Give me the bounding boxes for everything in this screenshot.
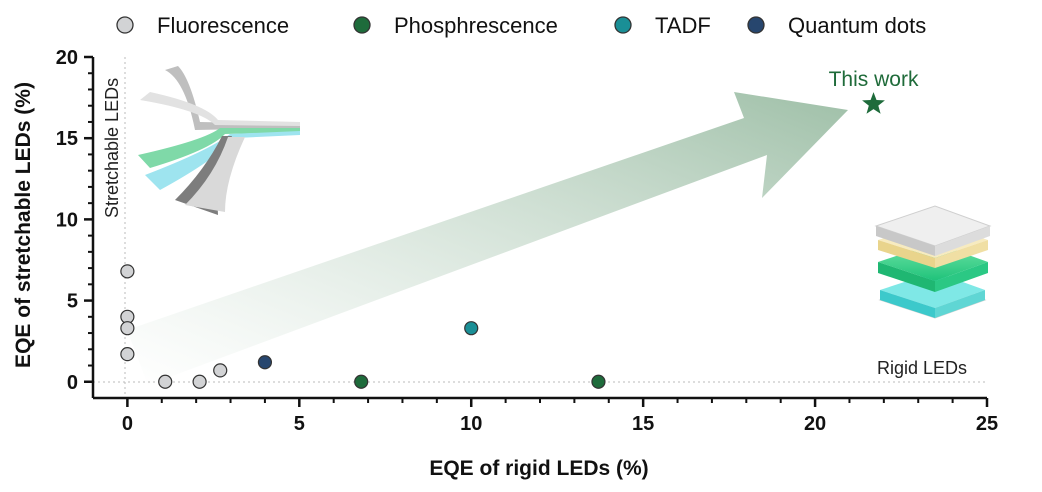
data-point-phosphrescence (354, 374, 369, 389)
data-point-fluorescence (120, 347, 135, 362)
this-work-star (862, 92, 885, 114)
legend-label-phosphrescence: Phosphrescence (394, 13, 558, 38)
data-point-phosphrescence (591, 374, 606, 389)
data-point-fluorescence (120, 264, 135, 279)
rigid-leds-label: Rigid LEDs (877, 358, 967, 378)
x-tick-label: 20 (804, 413, 826, 435)
data-point-quantum-dots (257, 355, 273, 370)
x-axis: 0 5 10 15 20 25 (93, 396, 998, 435)
y-tick-label: 10 (56, 209, 78, 231)
x-tick-label: 25 (976, 413, 998, 435)
y-tick-label: 15 (56, 128, 78, 150)
y-tick-label: 20 (56, 47, 78, 69)
y-tick-label: 0 (67, 372, 78, 394)
x-tick-label: 0 (122, 413, 133, 435)
legend-label-tadf: TADF (655, 13, 711, 38)
legend-marker-fluorescence (116, 16, 134, 34)
legend: Fluorescence Phosphrescence TADF Quantum… (116, 13, 926, 38)
y-tick-label: 5 (67, 291, 78, 313)
x-axis-title: EQE of rigid LEDs (%) (429, 457, 648, 480)
rigid-led-illustration (874, 205, 992, 319)
x-tick-label: 15 (632, 413, 654, 435)
legend-marker-tadf (614, 16, 632, 34)
stretchable-led-illustration (138, 66, 300, 215)
legend-marker-quantum-dots (747, 16, 765, 34)
data-points (120, 264, 606, 389)
data-point-fluorescence (192, 374, 207, 389)
legend-label-quantum-dots: Quantum dots (788, 13, 926, 38)
this-work-highlight: This work (829, 68, 919, 114)
legend-label-fluorescence: Fluorescence (157, 13, 289, 38)
stretchable-leds-label: Stretchable LEDs (102, 78, 122, 218)
trend-arrow (127, 92, 848, 385)
x-tick-label: 5 (294, 413, 305, 435)
y-axis-title: EQE of stretchable LEDs (%) (12, 82, 35, 368)
data-point-tadf (464, 321, 479, 336)
y-axis: 0 5 10 15 20 (56, 47, 95, 398)
x-tick-label: 10 (460, 413, 482, 435)
this-work-label: This work (829, 68, 919, 91)
data-point-fluorescence (158, 374, 173, 389)
legend-marker-phosphrescence (353, 16, 371, 34)
data-point-fluorescence (120, 321, 135, 336)
data-point-fluorescence (213, 363, 228, 378)
